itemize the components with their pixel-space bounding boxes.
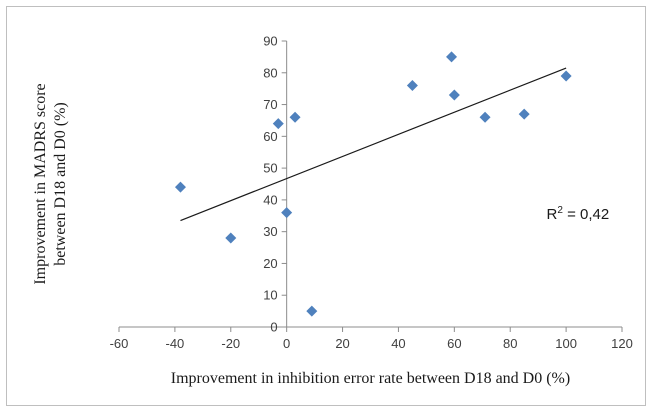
x-axis-title: Improvement in inhibition error rate bet…	[171, 370, 570, 387]
y-axis-ticks: 0 10 20 30 40 50 60 70 80 90	[263, 34, 287, 335]
x-tick-label: -40	[165, 336, 184, 351]
x-tick-label: -60	[110, 336, 129, 351]
data-points	[174, 51, 572, 317]
x-tick-label: -20	[221, 336, 240, 351]
data-point	[272, 118, 284, 130]
y-tick-label: 10	[263, 288, 277, 303]
data-point	[306, 305, 318, 317]
r-squared-exponent: 2	[557, 205, 563, 216]
data-point	[406, 79, 418, 91]
data-point	[518, 108, 530, 120]
x-tick-label: 60	[447, 336, 461, 351]
y-tick-label: 80	[263, 65, 277, 80]
data-point	[174, 181, 186, 193]
x-tick-label: 0	[283, 336, 290, 351]
trendline	[180, 67, 567, 222]
y-tick-label: 30	[263, 224, 277, 239]
y-tick-label: 50	[263, 161, 277, 176]
y-tick-label: 70	[263, 97, 277, 112]
data-point	[448, 89, 460, 101]
chart-frame: -60 -40 -20 0 20 40 60 80 100 120 0 10 20 30 40 50 60 70…	[6, 6, 646, 406]
r-squared-annotation: R2 = 0,42	[547, 205, 610, 223]
x-tick-label: 20	[335, 336, 349, 351]
x-axis-ticks: -60 -40 -20 0 20 40 60 80 100 120	[110, 327, 633, 351]
y-tick-label: 90	[263, 34, 277, 49]
data-point	[289, 111, 301, 123]
data-point	[281, 207, 293, 219]
y-tick-label: 20	[263, 256, 277, 271]
x-tick-label: 40	[391, 336, 405, 351]
x-tick-label: 100	[555, 336, 577, 351]
r-squared-symbol: R	[547, 206, 558, 223]
y-axis-title-line-1: Improvement in MADRS score	[32, 83, 49, 284]
y-axis-title-line-2: between D18 and D0 (%)	[52, 102, 69, 266]
y-axis-title: Improvement in MADRS score between D18 a…	[32, 83, 69, 284]
data-point	[225, 232, 237, 244]
data-point	[446, 51, 458, 63]
r-squared-value: = 0,42	[563, 206, 609, 223]
data-point	[560, 70, 572, 82]
scatter-chart: -60 -40 -20 0 20 40 60 80 100 120 0 10 20 30 40 50 60 70…	[32, 34, 633, 388]
x-tick-label: 80	[503, 336, 517, 351]
y-tick-label: 40	[263, 192, 277, 207]
x-tick-label: 120	[611, 336, 633, 351]
data-point	[479, 111, 491, 123]
y-tick-label: 60	[263, 129, 277, 144]
y-tick-label: 0	[270, 320, 277, 335]
